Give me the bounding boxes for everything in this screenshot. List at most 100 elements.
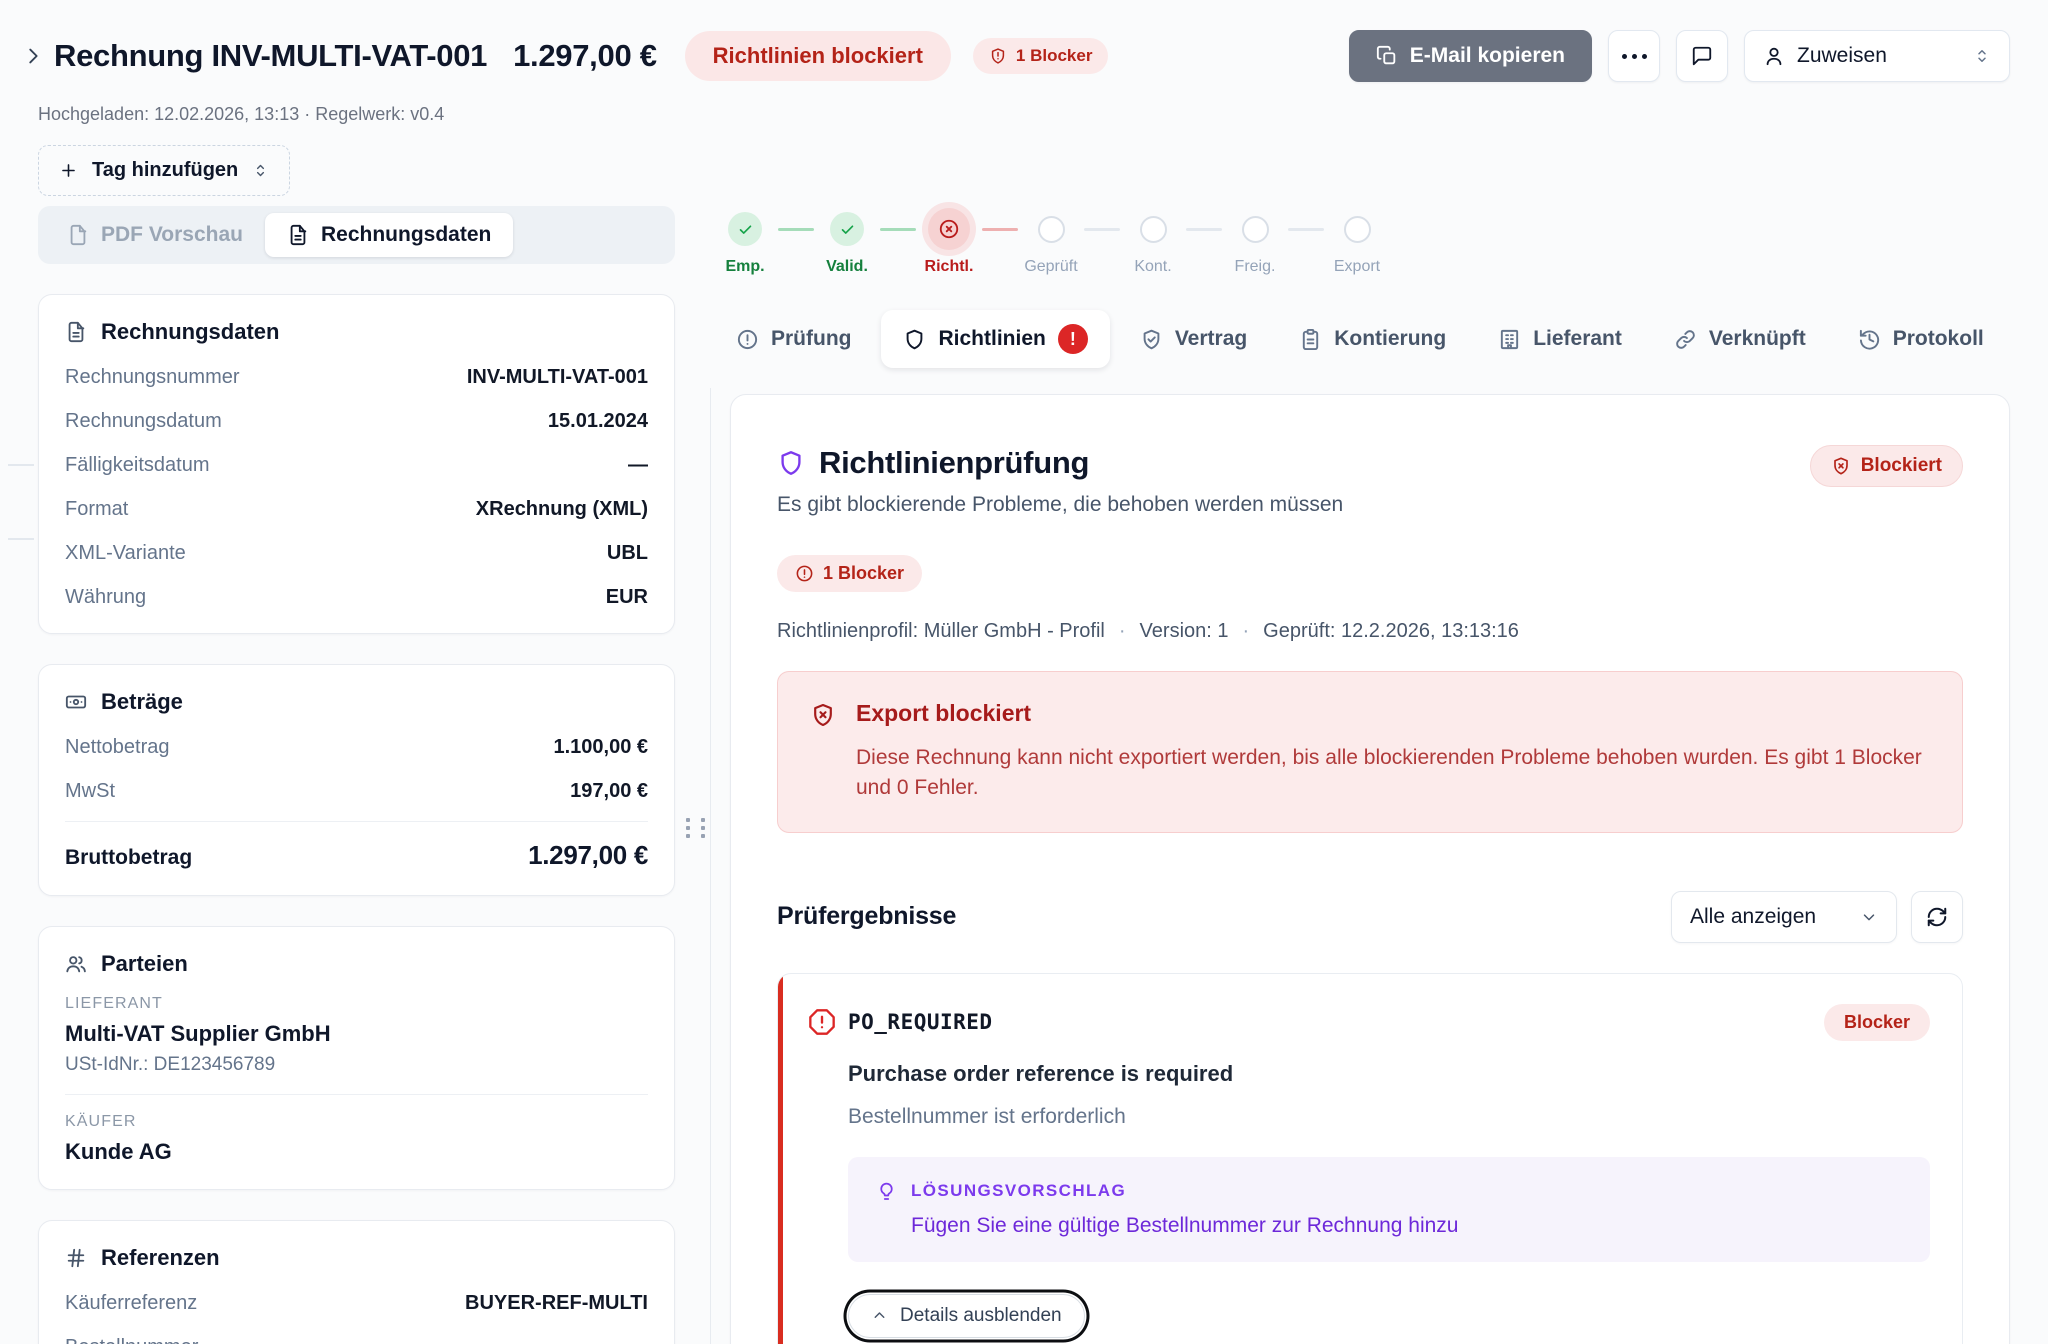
gross-total-row: Bruttobetrag 1.297,00 € (65, 840, 648, 870)
supplier-label: LIEFERANT (65, 995, 163, 1012)
divider (65, 821, 648, 822)
buyer-label: KÄUFER (65, 1113, 137, 1130)
clipboard-icon (1299, 328, 1322, 351)
upload-meta: Hochgeladen: 12.02.2026, 13:13 · Regelwe… (38, 104, 445, 124)
refresh-button[interactable] (1911, 890, 1963, 943)
rail-dash (8, 538, 34, 540)
history-icon (1858, 328, 1881, 351)
select-arrows-icon (252, 162, 269, 179)
issue-title: Purchase order reference is required (848, 1060, 1234, 1086)
collapse-chevron-icon[interactable] (22, 43, 48, 69)
shield-check-icon (1140, 328, 1163, 351)
parties-card: Parteien LIEFERANT Multi-VAT Supplier Gm… (38, 926, 675, 1190)
pending-circle (1037, 215, 1065, 243)
document-icon (65, 321, 87, 343)
panel-resize-handle[interactable] (686, 810, 710, 846)
shield-icon (777, 449, 805, 477)
step-validierung: Valid. (816, 206, 878, 276)
step-freigabe: Freig. (1224, 206, 1286, 276)
step-connector (1186, 228, 1222, 231)
field-row: Nettobetrag 1.100,00 € (65, 736, 648, 758)
supplier-vat-id: USt-IdNr.: DE123456789 (65, 1054, 276, 1075)
tab-protokoll[interactable]: Protokoll (1836, 313, 2006, 365)
field-row: Käuferreferenz BUYER-REF-MULTI (65, 1292, 648, 1314)
shield-alert-icon (989, 47, 1007, 65)
lightbulb-icon (876, 1181, 897, 1202)
buyer-name: Kunde AG (65, 1139, 172, 1164)
results-heading: Prüfergebnisse (777, 902, 957, 931)
tab-pdf-preview[interactable]: PDF Vorschau (45, 213, 265, 257)
tab-verknuepft[interactable]: Verknüpft (1652, 313, 1828, 365)
header-actions: E-Mail kopieren Zuweisen (1348, 30, 2010, 82)
add-tag-button[interactable]: Tag hinzufügen (38, 145, 291, 196)
policy-profile: Richtlinienprofil: Müller GmbH - Profil (777, 620, 1105, 642)
pending-circle (1139, 215, 1167, 243)
view-switcher: PDF Vorschau Rechnungsdaten (38, 206, 675, 264)
tab-vertrag[interactable]: Vertrag (1118, 313, 1269, 365)
field-row: Format XRechnung (XML) (65, 498, 648, 520)
field-row: Rechnungsnummer INV-MULTI-VAT-001 (65, 366, 648, 388)
tab-pruefung[interactable]: Prüfung (714, 313, 873, 365)
tab-kontierung[interactable]: Kontierung (1277, 313, 1468, 365)
invoice-amount: 1.297,00 € (513, 38, 657, 73)
assign-select[interactable]: Zuweisen (1744, 30, 2010, 82)
tab-richtlinien[interactable]: Richtlinien ! (881, 310, 1110, 368)
step-connector (982, 228, 1018, 231)
plus-icon (59, 161, 78, 180)
comments-button[interactable] (1676, 30, 1728, 82)
ellipsis-icon (1621, 53, 1647, 59)
alert-circle-icon (736, 328, 759, 351)
suggestion-text: Fügen Sie eine gültige Bestellnummer zur… (911, 1213, 1459, 1237)
panel-subtitle: Es gibt blockierende Probleme, die behob… (777, 493, 1344, 516)
link-icon (1674, 328, 1697, 351)
supplier-name: Multi-VAT Supplier GmbH (65, 1021, 331, 1046)
suggestion-label: LÖSUNGSVORSCHLAG (911, 1181, 1127, 1201)
step-connector (778, 228, 814, 231)
suggestion-box: LÖSUNGSVORSCHLAG Fügen Sie eine gültige … (848, 1156, 1930, 1262)
refresh-icon (1926, 906, 1948, 928)
blocker-count-pill: 1 Blocker (777, 555, 923, 592)
step-kontierung: Kont. (1122, 206, 1184, 276)
step-richtlinien: Richtl. (918, 206, 980, 276)
policy-meta: Richtlinienprofil: Müller GmbH - Profil … (777, 620, 1519, 642)
policy-check-panel: Richtlinienprüfung Es gibt blockierende … (730, 394, 2010, 1344)
results-filter-select[interactable]: Alle anzeigen (1671, 890, 1897, 943)
tab-lieferant[interactable]: Lieferant (1476, 313, 1644, 365)
blocker-count-badge: 1 Blocker (972, 38, 1109, 74)
panel-title: Richtlinienprüfung (819, 445, 1090, 480)
export-blocked-alert: Export blockiert Diese Rechnung kann nic… (777, 671, 1963, 833)
field-row: Fälligkeitsdatum — (65, 454, 648, 476)
field-row: Rechnungsdatum 15.01.2024 (65, 410, 648, 432)
rail-dash (8, 464, 34, 466)
workflow-stepper: Emp. Valid. Richtl. Geprüft Kont. (714, 206, 2014, 276)
tab-invoice-data[interactable]: Rechnungsdaten (264, 213, 514, 257)
more-actions-button[interactable] (1608, 30, 1660, 82)
banknote-icon (65, 691, 87, 713)
toggle-details-button[interactable]: Details ausblenden (848, 1293, 1085, 1338)
copy-email-button[interactable]: E-Mail kopieren (1348, 30, 1592, 82)
pdf-file-icon (67, 224, 89, 246)
user-icon (1763, 45, 1785, 67)
pending-circle (1241, 215, 1269, 243)
amounts-card: Beträge Nettobetrag 1.100,00 € MwSt 197,00… (38, 664, 675, 896)
chevron-down-icon (1860, 908, 1878, 926)
step-export: Export (1326, 206, 1388, 276)
workspace: Emp. Valid. Richtl. Geprüft Kont. (714, 206, 2014, 1344)
page-title: Rechnung INV-MULTI-VAT-001 (54, 38, 488, 73)
step-connector (1288, 228, 1324, 231)
shield-x-icon (1831, 456, 1851, 476)
check-icon (728, 212, 762, 246)
step-connector (880, 228, 916, 231)
alert-octagon-icon (808, 1008, 836, 1036)
divider (65, 1094, 648, 1095)
step-connector (1084, 228, 1120, 231)
references-card: Referenzen Käuferreferenz BUYER-REF-MULTI… (38, 1220, 675, 1344)
page-header: Rechnung INV-MULTI-VAT-001 1.297,00 € Ri… (0, 0, 2048, 196)
x-circle-icon (928, 208, 970, 250)
hash-icon (65, 1247, 87, 1269)
policy-issue-card: PO_REQUIRED Blocker Purchase order refer… (777, 972, 1963, 1344)
field-row: MwSt 197,00 € (65, 780, 648, 802)
pending-circle (1343, 215, 1371, 243)
copy-icon (1376, 45, 1398, 67)
check-icon (830, 212, 864, 246)
